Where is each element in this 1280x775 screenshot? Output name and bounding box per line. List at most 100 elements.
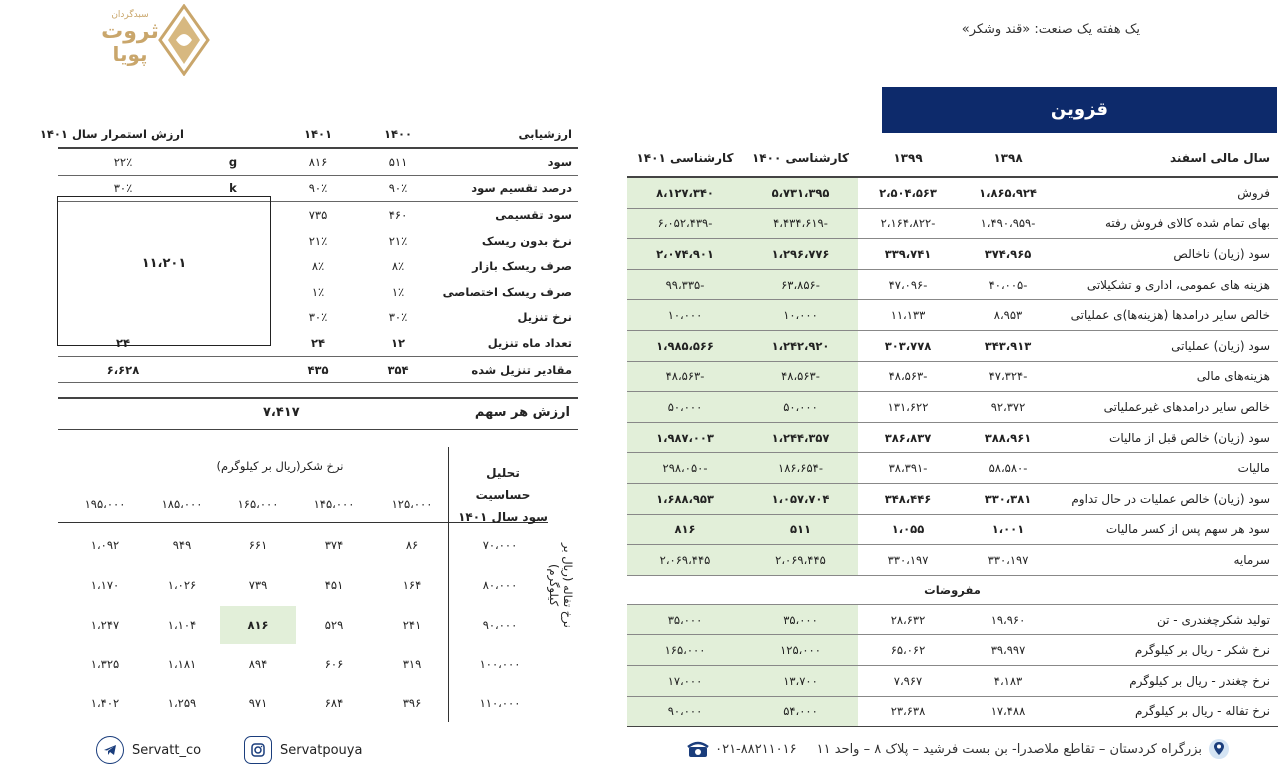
- row-label: نرخ بدون ریسک: [481, 233, 572, 248]
- instagram-link[interactable]: Servatpouya: [244, 736, 362, 764]
- table-cell: ۳۸۸،۹۶۱: [958, 422, 1058, 454]
- column-header: ۱۳۹۸: [958, 140, 1058, 178]
- telegram-handle: Servatt_co: [132, 742, 202, 758]
- table-row: سود (زیان) خالص قبل از مالیات ۳۸۸،۹۶۱ ۳۸۶،…: [627, 422, 1278, 454]
- table-cell: ۲،۰۶۹،۴۴۵: [627, 544, 743, 576]
- table-cell: -۲،۱۶۴،۸۲۲: [858, 208, 958, 240]
- table-cell: ۸،۱۲۷،۳۴۰: [627, 177, 743, 209]
- value-1400: ۳۵۴: [358, 356, 438, 384]
- table-cell: -۴۸،۵۶۳: [743, 361, 858, 393]
- table-row: هزینه های عمومی، اداری و تشکیلاتی -۴۰،۰۰۵…: [627, 269, 1278, 301]
- sensitivity-cell: ۹۴۹: [172, 538, 192, 552]
- sensitivity-cell: ۱،۱۸۱: [167, 657, 197, 671]
- table-cell: ۳۷۴،۹۶۵: [958, 238, 1058, 270]
- table-cell: ۸،۹۵۳: [958, 299, 1058, 331]
- phone-icon: [687, 741, 709, 757]
- section-title: مفروضات: [627, 574, 1278, 605]
- sensitivity-cell: ۸۹۴: [248, 657, 268, 671]
- table-cell: ۱۱،۱۳۳: [858, 299, 958, 331]
- table-cell: ۸۱۶: [627, 514, 743, 546]
- row-label: هزینه‌های مالی: [1058, 361, 1278, 393]
- column-header: کارشناسی ۱۴۰۱: [627, 140, 743, 178]
- continuing-value: ۳۰٪: [58, 175, 188, 203]
- table-cell: ۱،۲۴۴،۳۵۷: [743, 422, 858, 454]
- instagram-handle: Servatpouya: [280, 742, 363, 758]
- column-header: ۱۳۹۹: [858, 140, 958, 178]
- table-cell: ۱۳۱،۶۲۲: [858, 391, 958, 423]
- sensitivity-cell: ۳۹۶: [402, 696, 422, 710]
- sensitivity-cell: ۶۶۱: [248, 538, 268, 552]
- sensitivity-cell: ۳۷۴: [324, 538, 344, 552]
- row-label: سود (زیان) ناخالص: [1058, 238, 1278, 270]
- table-cell: -۹۹،۳۳۵: [627, 269, 743, 301]
- address: بزرگراه کردستان – تقاطع ملاصدرا- بن بست …: [816, 741, 1202, 757]
- table-cell: ۵۰،۰۰۰: [627, 391, 743, 423]
- value-1401: ۸٪: [311, 259, 325, 274]
- value-1400: ۸٪: [391, 259, 405, 274]
- table-row: نرخ تفاله - ریال بر کیلوگرم ۱۷،۴۸۸ ۲۳،۶۳۸ ۵…: [627, 696, 1278, 728]
- table-cell: ۱۰،۰۰۰: [743, 299, 858, 331]
- column-header: ۱۴۰۰: [358, 120, 438, 149]
- sensitivity-cell: ۵۲۹: [324, 618, 344, 632]
- table-cell: ۶۵،۰۶۲: [858, 634, 958, 666]
- pulp-price-header: ۷۰،۰۰۰: [482, 538, 518, 552]
- sensitivity-divider: [448, 522, 548, 523]
- table-cell: -۶۳،۸۵۶: [743, 269, 858, 301]
- sensitivity-cell: ۸۱۶: [220, 606, 296, 644]
- table-cell: ۳۸۶،۸۳۷: [858, 422, 958, 454]
- symbol: g: [188, 148, 278, 176]
- symbol: [188, 356, 278, 384]
- sensitivity-cell: ۱،۰۹۲: [90, 538, 120, 552]
- sensitivity-title-line2: سود سال ۱۴۰۱: [458, 510, 548, 524]
- table-cell: ۵،۷۳۱،۳۹۵: [743, 177, 858, 209]
- contact-info: بزرگراه کردستان – تقاطع ملاصدرا- بن بست …: [687, 738, 1230, 760]
- table-cell: ۵۱۱: [743, 514, 858, 546]
- value-1400: ۹۰٪: [358, 175, 438, 203]
- table-cell: ۱۷،۴۸۸: [958, 696, 1058, 728]
- location-icon: [1209, 739, 1229, 759]
- sensitivity-cell: ۱،۳۲۵: [90, 657, 120, 671]
- continuing-value: ۲۲٪: [58, 148, 188, 176]
- sensitivity-cell: ۷۳۹: [248, 578, 268, 592]
- table-cell: ۱،۹۸۵،۵۶۶: [627, 330, 743, 362]
- table-cell: ۵۴،۰۰۰: [743, 696, 858, 728]
- value-1400: ۱۲: [358, 330, 438, 357]
- row-label: سرمایه: [1058, 544, 1278, 576]
- share-value-row: ارزش هر سهم ۷،۴۱۷: [58, 397, 578, 430]
- sensitivity-cell: ۱،۲۴۷: [90, 618, 120, 632]
- row-label: تولید شکرچغندری - تن: [1058, 604, 1278, 636]
- value-1400: ۴۶۰: [388, 207, 408, 222]
- column-header: کارشناسی ۱۴۰۰: [743, 140, 858, 178]
- instagram-icon: [244, 736, 272, 764]
- logo-line3: پویا: [112, 42, 148, 66]
- sugar-price-header: ۱۶۵،۰۰۰: [237, 497, 279, 511]
- company-banner: قزوین: [882, 87, 1277, 133]
- table-cell: ۳۴۳،۹۱۳: [958, 330, 1058, 362]
- value-1401: ۹۰٪: [278, 175, 358, 203]
- table-cell: ۲۳،۶۳۸: [858, 696, 958, 728]
- table-cell: ۱،۲۴۲،۹۲۰: [743, 330, 858, 362]
- table-cell: ۹۲،۳۷۲: [958, 391, 1058, 423]
- table-cell: ۳۵،۰۰۰: [627, 604, 743, 636]
- table-cell: ۱۲۵،۰۰۰: [743, 634, 858, 666]
- logo-line2: ثروت: [101, 19, 159, 44]
- sensitivity-cell: ۳۱۹: [402, 657, 422, 671]
- table-row: فروش ۱،۸۶۵،۹۲۴ ۲،۵۰۴،۵۶۳ ۵،۷۳۱،۳۹۵ ۸،۱۲۷،۳۴۰: [627, 177, 1278, 209]
- row-label: هزینه های عمومی، اداری و تشکیلاتی: [1058, 269, 1278, 301]
- telegram-link[interactable]: Servatt_co: [96, 736, 201, 764]
- table-cell: -۴،۴۳۴،۶۱۹: [743, 208, 858, 240]
- table-row: سود تقسیمی ۴۶۰ ۷۳۵: [58, 202, 578, 228]
- table-cell: ۱۶۵،۰۰۰: [627, 634, 743, 666]
- value-1401: ۲۴: [278, 330, 358, 357]
- row-label: بهای تمام شده کالای فروش رفته: [1058, 208, 1278, 240]
- company-logo: سبدگردان ثروت پویا: [96, 4, 210, 76]
- row-label: سود هر سهم پس از کسر مالیات: [1058, 514, 1278, 546]
- table-row: سرمایه ۳۳۰،۱۹۷ ۳۳۰،۱۹۷ ۲،۰۶۹،۴۴۵ ۲،۰۶۹،۴۴۵: [627, 544, 1278, 576]
- sensitivity-cell: ۶۰۶: [324, 657, 344, 671]
- table-cell: -۴۰،۰۰۵: [958, 269, 1058, 301]
- row-label: نرخ شکر - ریال بر کیلوگرم: [1058, 634, 1278, 666]
- table-cell: ۱۹،۹۶۰: [958, 604, 1058, 636]
- sensitivity-title-line1: تحلیل حساسیت: [475, 466, 531, 502]
- value-1401: ۴۳۵: [278, 356, 358, 384]
- sensitivity-cell: ۹۷۱: [248, 696, 268, 710]
